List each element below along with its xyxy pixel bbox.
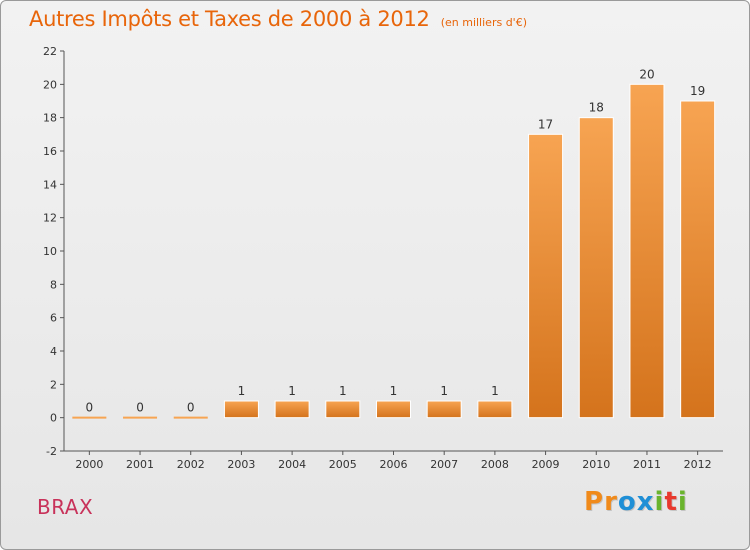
logo-letter: t xyxy=(664,487,678,517)
y-tick-label: 18 xyxy=(43,112,57,125)
data-label: 17 xyxy=(538,117,553,131)
x-tick-label: 2008 xyxy=(481,458,509,471)
data-label: 18 xyxy=(589,101,604,115)
y-tick-label: 14 xyxy=(43,178,57,191)
x-tick-label: 2009 xyxy=(532,458,560,471)
y-tick-label: 12 xyxy=(43,212,57,225)
x-tick-label: 2004 xyxy=(278,458,306,471)
chart-subtitle: (en milliers d'€) xyxy=(440,16,527,29)
data-label: 1 xyxy=(288,384,296,398)
x-tick-label: 2011 xyxy=(633,458,661,471)
logo-letter: i xyxy=(677,487,688,517)
logo-letter: r xyxy=(604,487,618,517)
bar xyxy=(223,400,259,419)
bar xyxy=(376,400,411,419)
y-tick-label: 20 xyxy=(43,78,57,91)
data-label: 1 xyxy=(491,384,499,398)
proxiti-logo[interactable]: Proxiti xyxy=(584,487,688,517)
logo-letter: x xyxy=(636,487,655,517)
bar xyxy=(629,83,665,419)
x-tick-label: 2006 xyxy=(380,458,408,471)
x-tick-label: 2002 xyxy=(177,458,205,471)
y-tick-label: 6 xyxy=(50,312,57,325)
bar xyxy=(680,100,716,419)
data-label: 20 xyxy=(639,67,654,81)
x-tick-label: 2005 xyxy=(329,458,357,471)
x-tick-label: 2003 xyxy=(227,458,255,471)
y-tick-label: 8 xyxy=(50,278,57,291)
bar xyxy=(274,400,310,419)
logo-letter: i xyxy=(654,487,665,517)
x-tick-label: 2001 xyxy=(126,458,154,471)
y-tick-label: 10 xyxy=(43,245,57,258)
bar xyxy=(477,400,513,419)
place-name: BRAX xyxy=(37,495,94,519)
data-label: 0 xyxy=(187,401,195,415)
x-tick-label: 2010 xyxy=(582,458,610,471)
y-tick-label: 16 xyxy=(43,145,57,158)
data-label: 0 xyxy=(136,401,144,415)
logo-letter: o xyxy=(617,487,637,517)
data-label: 1 xyxy=(339,384,347,398)
chart-title: Autres Impôts et Taxes de 2000 à 2012 xyxy=(29,7,430,31)
data-label: 19 xyxy=(690,84,705,98)
bar xyxy=(325,400,361,419)
bar xyxy=(578,117,614,419)
y-tick-label: 0 xyxy=(50,412,57,425)
y-tick-label: -2 xyxy=(46,445,57,458)
y-tick-label: 22 xyxy=(43,45,57,58)
x-tick-label: 2012 xyxy=(684,458,712,471)
data-label: 1 xyxy=(238,384,246,398)
x-tick-label: 2007 xyxy=(430,458,458,471)
logo-letter: P xyxy=(584,487,605,517)
y-tick-label: 2 xyxy=(50,378,57,391)
chart-title-block: Autres Impôts et Taxes de 2000 à 2012 (e… xyxy=(29,7,527,31)
x-tick-label: 2000 xyxy=(75,458,103,471)
data-label: 1 xyxy=(440,384,448,398)
bar xyxy=(528,133,564,419)
bar xyxy=(426,400,462,419)
data-label: 1 xyxy=(390,384,398,398)
data-label: 0 xyxy=(86,401,94,415)
y-tick-label: 4 xyxy=(50,345,57,358)
